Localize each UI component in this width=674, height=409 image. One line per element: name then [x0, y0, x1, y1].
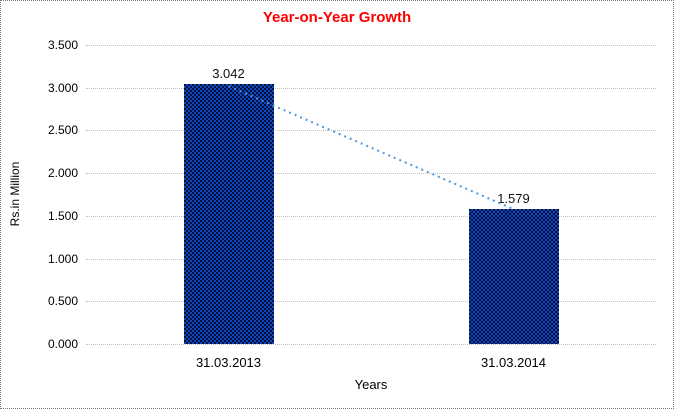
- y-tick-label: 1.000: [47, 251, 78, 266]
- bar-value-label: 1.579: [497, 191, 530, 207]
- y-tick-label: 1.500: [47, 208, 78, 223]
- gridline: [86, 215, 656, 217]
- gridline: [86, 301, 656, 303]
- chart-title: Year-on-Year Growth: [262, 9, 412, 26]
- gridline: [86, 344, 656, 345]
- y-tick-label: 0.500: [47, 294, 78, 309]
- bar-value-label: 3.042: [212, 66, 245, 82]
- y-axis-title: Rs.in Million: [8, 161, 22, 227]
- gridline: [86, 173, 656, 175]
- x-tick-label: 31.03.2014: [480, 355, 547, 370]
- gridline: [86, 130, 656, 132]
- y-tick-label: 2.000: [47, 166, 78, 181]
- y-tick-label: 3.500: [47, 38, 78, 52]
- gridline: [86, 258, 656, 260]
- y-tick-label: 0.000: [47, 337, 78, 351]
- bar-31.03.2013: [183, 84, 274, 344]
- x-axis-title: Years: [354, 377, 388, 392]
- x-tick-label: 31.03.2013: [195, 355, 262, 370]
- bar-31.03.2014: [468, 209, 559, 344]
- y-tick-label: 2.500: [47, 123, 78, 138]
- gridline: [86, 45, 656, 46]
- y-tick-label: 3.000: [47, 80, 78, 95]
- gridline: [86, 87, 656, 89]
